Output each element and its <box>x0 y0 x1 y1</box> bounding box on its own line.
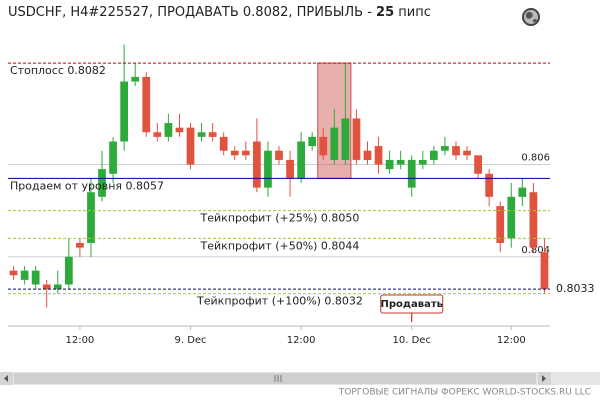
candle-body <box>463 150 471 156</box>
candle-body <box>319 136 328 156</box>
candle-body <box>540 252 549 290</box>
candle-body <box>76 242 84 248</box>
chart-title: USDCHF, H4#225527, ПРОДАВАТЬ 0.8082, ПРИ… <box>8 5 431 20</box>
y-tick-label: 0.806 <box>521 153 550 164</box>
candle-body <box>496 206 505 243</box>
x-tick-label: 12:00 <box>497 335 526 346</box>
candle-body <box>474 155 482 174</box>
candle-body <box>208 132 217 137</box>
x-tick-label: 9. Dec <box>174 335 206 346</box>
level-label: Тейкпрофит (+50%) 0.8044 <box>200 239 360 252</box>
candle-body <box>164 123 173 137</box>
candle-body <box>396 159 405 165</box>
candle-body <box>297 141 305 179</box>
level-label: Тейкпрофит (+100%) 0.8032 <box>196 295 363 308</box>
candle-body <box>153 132 162 137</box>
candle-body <box>230 150 239 156</box>
candle-body <box>330 127 339 160</box>
sell-button[interactable] <box>380 294 444 314</box>
candle-body <box>352 118 361 160</box>
thumb-grip <box>274 375 282 382</box>
candle-body <box>9 270 18 276</box>
candle-body <box>42 284 51 290</box>
candle-body <box>98 169 106 197</box>
candle-body <box>109 141 117 174</box>
candle-body <box>275 150 283 160</box>
candle-body <box>286 159 294 179</box>
footer: ТОРГОВЫЕ СИГНАЛЫ ФОРЕКС WORLD-STOCKS.RU … <box>338 388 591 398</box>
candle-body <box>53 284 62 290</box>
candle-body <box>429 150 438 160</box>
level-label: Тейкпрофит (+25%) 0.8050 <box>200 212 360 225</box>
candle-body <box>308 136 317 147</box>
x-tick-label: 12:00 <box>65 335 94 346</box>
candle-body <box>87 192 95 243</box>
candle-body <box>175 127 184 133</box>
candle-body <box>341 118 350 160</box>
candle-body <box>441 146 449 151</box>
arrow-left <box>4 375 8 382</box>
candle-body <box>452 146 460 156</box>
candle-body <box>31 270 40 285</box>
current-price-label: 0.8033 <box>556 282 595 295</box>
candle-body <box>253 141 261 188</box>
candle-body <box>374 146 383 165</box>
level-label: Продаем от уровня 0.8057 <box>10 179 164 192</box>
candle-body <box>131 76 140 82</box>
y-tick-label: 0.804 <box>521 245 550 256</box>
x-tick-label: 10. Dec <box>393 335 431 346</box>
candle-body <box>120 81 129 142</box>
candle-body <box>264 150 272 188</box>
arrow-right <box>542 375 546 382</box>
candle-body <box>64 256 73 285</box>
candle-body <box>142 76 151 133</box>
candle-body <box>485 173 494 197</box>
candle-body <box>197 132 206 137</box>
candle-body <box>363 150 372 160</box>
candle-body <box>418 159 427 165</box>
candle-body <box>385 159 394 170</box>
candle-body <box>407 159 416 188</box>
level-label: Стоплосс 0.8082 <box>10 64 106 77</box>
candle-body <box>219 136 228 151</box>
candle-body <box>20 270 29 280</box>
sell-button-label: Продавать <box>381 299 443 310</box>
candle-body <box>186 127 195 165</box>
candle-body <box>241 150 250 156</box>
globe-icon[interactable] <box>522 8 540 26</box>
candle-body <box>529 192 538 248</box>
x-tick-label: 12:00 <box>287 335 316 346</box>
candle-body <box>507 196 516 239</box>
candle-body <box>518 187 527 197</box>
